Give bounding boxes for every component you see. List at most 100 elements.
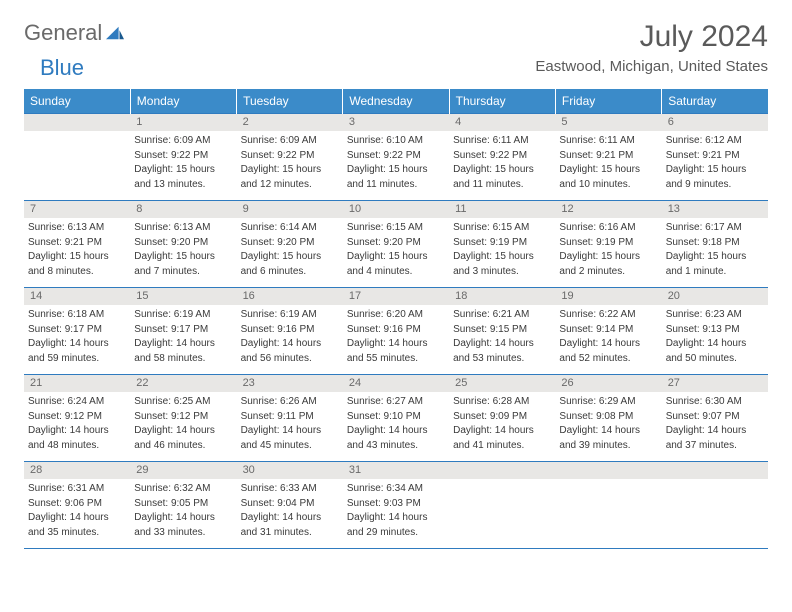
day-number: 3: [343, 114, 449, 131]
daylight-text-1: Daylight: 14 hours: [28, 424, 126, 438]
calendar-body: 1Sunrise: 6:09 AMSunset: 9:22 PMDaylight…: [24, 114, 768, 549]
day-data: Sunrise: 6:31 AMSunset: 9:06 PMDaylight:…: [24, 479, 130, 548]
sunset-text: Sunset: 9:11 PM: [241, 410, 339, 424]
daylight-text-1: Daylight: 14 hours: [559, 337, 657, 351]
sunrise-text: Sunrise: 6:23 AM: [666, 308, 764, 322]
day-number: 5: [555, 114, 661, 131]
daylight-text-1: Daylight: 14 hours: [666, 424, 764, 438]
day-number: 27: [662, 375, 768, 392]
day-number: 18: [449, 288, 555, 305]
day-data: Sunrise: 6:30 AMSunset: 9:07 PMDaylight:…: [662, 392, 768, 461]
sunset-text: Sunset: 9:17 PM: [134, 323, 232, 337]
day-number: 13: [662, 201, 768, 218]
day-data: Sunrise: 6:19 AMSunset: 9:16 PMDaylight:…: [237, 305, 343, 374]
sunset-text: Sunset: 9:06 PM: [28, 497, 126, 511]
calendar-day-cell: 19Sunrise: 6:22 AMSunset: 9:14 PMDayligh…: [555, 288, 661, 375]
calendar-day-cell: 7Sunrise: 6:13 AMSunset: 9:21 PMDaylight…: [24, 201, 130, 288]
daylight-text-1: Daylight: 15 hours: [347, 250, 445, 264]
sunrise-text: Sunrise: 6:33 AM: [241, 482, 339, 496]
daylight-text-2: and 11 minutes.: [347, 178, 445, 192]
day-number: 24: [343, 375, 449, 392]
logo-sail-icon: [106, 26, 124, 40]
weekday-header: Saturday: [662, 89, 768, 114]
daylight-text-2: and 46 minutes.: [134, 439, 232, 453]
calendar-day-cell: 20Sunrise: 6:23 AMSunset: 9:13 PMDayligh…: [662, 288, 768, 375]
sunrise-text: Sunrise: 6:24 AM: [28, 395, 126, 409]
daylight-text-2: and 33 minutes.: [134, 526, 232, 540]
daylight-text-2: and 2 minutes.: [559, 265, 657, 279]
daylight-text-1: Daylight: 14 hours: [347, 424, 445, 438]
day-data: Sunrise: 6:25 AMSunset: 9:12 PMDaylight:…: [130, 392, 236, 461]
day-data: Sunrise: 6:09 AMSunset: 9:22 PMDaylight:…: [130, 131, 236, 200]
sunrise-text: Sunrise: 6:12 AM: [666, 134, 764, 148]
sunrise-text: Sunrise: 6:11 AM: [453, 134, 551, 148]
sunset-text: Sunset: 9:20 PM: [241, 236, 339, 250]
day-data: Sunrise: 6:27 AMSunset: 9:10 PMDaylight:…: [343, 392, 449, 461]
daylight-text-1: Daylight: 15 hours: [241, 163, 339, 177]
daylight-text-1: Daylight: 14 hours: [134, 337, 232, 351]
calendar-day-cell: 13Sunrise: 6:17 AMSunset: 9:18 PMDayligh…: [662, 201, 768, 288]
daylight-text-1: Daylight: 15 hours: [666, 163, 764, 177]
day-number: 7: [24, 201, 130, 218]
sunrise-text: Sunrise: 6:25 AM: [134, 395, 232, 409]
daylight-text-1: Daylight: 14 hours: [453, 424, 551, 438]
calendar-day-cell: 27Sunrise: 6:30 AMSunset: 9:07 PMDayligh…: [662, 375, 768, 462]
day-data-empty: [24, 131, 130, 189]
daylight-text-2: and 3 minutes.: [453, 265, 551, 279]
calendar-day-cell: 29Sunrise: 6:32 AMSunset: 9:05 PMDayligh…: [130, 462, 236, 549]
weekday-header: Thursday: [449, 89, 555, 114]
day-data: Sunrise: 6:11 AMSunset: 9:22 PMDaylight:…: [449, 131, 555, 200]
daylight-text-2: and 12 minutes.: [241, 178, 339, 192]
day-data: Sunrise: 6:19 AMSunset: 9:17 PMDaylight:…: [130, 305, 236, 374]
calendar-day-cell: [662, 462, 768, 549]
daylight-text-2: and 13 minutes.: [134, 178, 232, 192]
calendar-day-cell: [449, 462, 555, 549]
day-data-empty: [662, 479, 768, 537]
sunset-text: Sunset: 9:10 PM: [347, 410, 445, 424]
day-number: 25: [449, 375, 555, 392]
daylight-text-2: and 8 minutes.: [28, 265, 126, 279]
sunset-text: Sunset: 9:19 PM: [453, 236, 551, 250]
day-number: 21: [24, 375, 130, 392]
daylight-text-1: Daylight: 14 hours: [241, 511, 339, 525]
day-number: 4: [449, 114, 555, 131]
day-data: Sunrise: 6:23 AMSunset: 9:13 PMDaylight:…: [662, 305, 768, 374]
sunrise-text: Sunrise: 6:22 AM: [559, 308, 657, 322]
daylight-text-1: Daylight: 15 hours: [559, 163, 657, 177]
sunrise-text: Sunrise: 6:19 AM: [134, 308, 232, 322]
day-data: Sunrise: 6:11 AMSunset: 9:21 PMDaylight:…: [555, 131, 661, 200]
day-data: Sunrise: 6:15 AMSunset: 9:19 PMDaylight:…: [449, 218, 555, 287]
day-data: Sunrise: 6:10 AMSunset: 9:22 PMDaylight:…: [343, 131, 449, 200]
day-data: Sunrise: 6:12 AMSunset: 9:21 PMDaylight:…: [662, 131, 768, 200]
daylight-text-2: and 50 minutes.: [666, 352, 764, 366]
daylight-text-2: and 52 minutes.: [559, 352, 657, 366]
calendar-day-cell: 4Sunrise: 6:11 AMSunset: 9:22 PMDaylight…: [449, 114, 555, 201]
calendar-day-cell: 16Sunrise: 6:19 AMSunset: 9:16 PMDayligh…: [237, 288, 343, 375]
day-number: 23: [237, 375, 343, 392]
day-number: 1: [130, 114, 236, 131]
day-data: Sunrise: 6:21 AMSunset: 9:15 PMDaylight:…: [449, 305, 555, 374]
sunset-text: Sunset: 9:17 PM: [28, 323, 126, 337]
sunrise-text: Sunrise: 6:09 AM: [241, 134, 339, 148]
daylight-text-2: and 43 minutes.: [347, 439, 445, 453]
sunset-text: Sunset: 9:12 PM: [28, 410, 126, 424]
calendar-day-cell: 2Sunrise: 6:09 AMSunset: 9:22 PMDaylight…: [237, 114, 343, 201]
daylight-text-2: and 6 minutes.: [241, 265, 339, 279]
sunrise-text: Sunrise: 6:09 AM: [134, 134, 232, 148]
sunrise-text: Sunrise: 6:29 AM: [559, 395, 657, 409]
calendar-day-cell: 9Sunrise: 6:14 AMSunset: 9:20 PMDaylight…: [237, 201, 343, 288]
day-data-empty: [555, 479, 661, 537]
daylight-text-2: and 41 minutes.: [453, 439, 551, 453]
weekday-header: Tuesday: [237, 89, 343, 114]
day-data-empty: [449, 479, 555, 537]
sunset-text: Sunset: 9:14 PM: [559, 323, 657, 337]
sunset-text: Sunset: 9:08 PM: [559, 410, 657, 424]
sunset-text: Sunset: 9:09 PM: [453, 410, 551, 424]
sunset-text: Sunset: 9:18 PM: [666, 236, 764, 250]
sunset-text: Sunset: 9:22 PM: [453, 149, 551, 163]
day-data: Sunrise: 6:26 AMSunset: 9:11 PMDaylight:…: [237, 392, 343, 461]
sunrise-text: Sunrise: 6:28 AM: [453, 395, 551, 409]
daylight-text-1: Daylight: 15 hours: [134, 250, 232, 264]
weekday-header: Friday: [555, 89, 661, 114]
sunset-text: Sunset: 9:21 PM: [559, 149, 657, 163]
